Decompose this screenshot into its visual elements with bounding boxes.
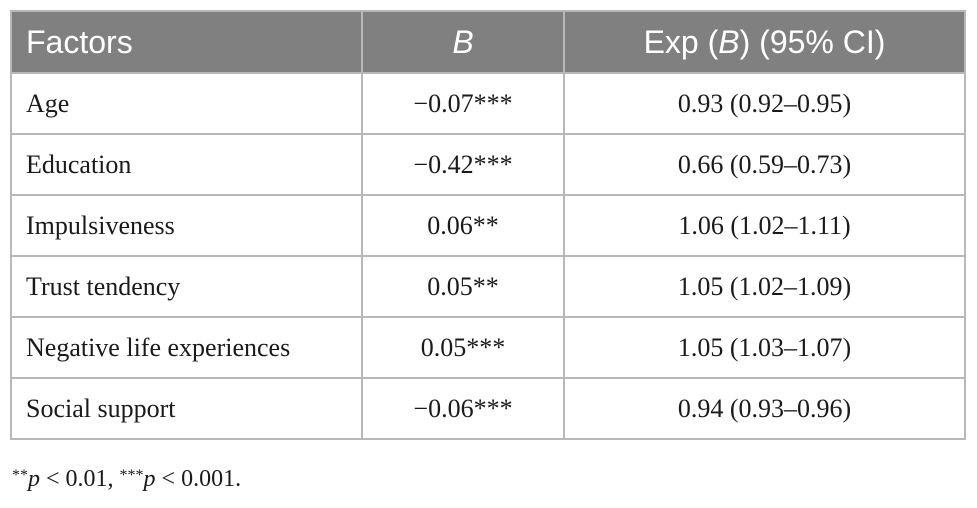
cell-exp: 0.94 (0.93–0.96) bbox=[563, 377, 966, 440]
cell-b: −0.07*** bbox=[361, 72, 565, 135]
results-table: Factors B Exp (B) (95% CI) Age −0.07*** … bbox=[10, 10, 966, 440]
cell-b: −0.42*** bbox=[361, 133, 565, 196]
header-b: B bbox=[361, 10, 565, 74]
table-row: Age −0.07*** 0.93 (0.92–0.95) bbox=[10, 72, 966, 135]
footnote-p-2: p bbox=[143, 466, 156, 492]
table-row: Negative life experiences 0.05*** 1.05 (… bbox=[10, 316, 966, 379]
table-header: Factors B Exp (B) (95% CI) bbox=[10, 10, 966, 74]
cell-factor: Trust tendency bbox=[10, 255, 363, 318]
header-exp-prefix: Exp ( bbox=[643, 23, 719, 60]
header-row: Factors B Exp (B) (95% CI) bbox=[10, 10, 966, 74]
cell-exp: 0.66 (0.59–0.73) bbox=[563, 133, 966, 196]
cell-factor: Social support bbox=[10, 377, 363, 440]
table-row: Education −0.42*** 0.66 (0.59–0.73) bbox=[10, 133, 966, 196]
footnote-cond-1: < 0.01, bbox=[40, 466, 120, 492]
cell-b: 0.05** bbox=[361, 255, 565, 318]
cell-factor: Age bbox=[10, 72, 363, 135]
footnote-cond-2: < 0.001. bbox=[155, 466, 242, 492]
cell-b: 0.06** bbox=[361, 194, 565, 257]
header-exp-suffix: ) (95% CI) bbox=[739, 23, 886, 60]
cell-b: 0.05*** bbox=[361, 316, 565, 379]
footnote-stars-1: ** bbox=[12, 467, 28, 484]
footnote-p-1: p bbox=[28, 466, 40, 492]
header-factors: Factors bbox=[10, 10, 363, 74]
footnote-stars-2: *** bbox=[119, 467, 144, 484]
cell-exp: 1.05 (1.02–1.09) bbox=[563, 255, 966, 318]
cell-exp: 1.05 (1.03–1.07) bbox=[563, 316, 966, 379]
cell-exp: 0.93 (0.92–0.95) bbox=[563, 72, 966, 135]
table-footnote: **p < 0.01, ***p < 0.001. bbox=[12, 466, 241, 493]
header-exp-b: Exp (B) (95% CI) bbox=[563, 10, 966, 74]
table-body: Age −0.07*** 0.93 (0.92–0.95) Education … bbox=[10, 72, 966, 440]
cell-exp: 1.06 (1.02–1.11) bbox=[563, 194, 966, 257]
cell-factor: Negative life experiences bbox=[10, 316, 363, 379]
cell-factor: Impulsiveness bbox=[10, 194, 363, 257]
table-row: Impulsiveness 0.06** 1.06 (1.02–1.11) bbox=[10, 194, 966, 257]
table-row: Trust tendency 0.05** 1.05 (1.02–1.09) bbox=[10, 255, 966, 318]
table-row: Social support −0.06*** 0.94 (0.93–0.96) bbox=[10, 377, 966, 440]
cell-b: −0.06*** bbox=[361, 377, 565, 440]
results-table-container: Factors B Exp (B) (95% CI) Age −0.07*** … bbox=[10, 10, 966, 440]
header-exp-b-italic: B bbox=[718, 23, 740, 60]
cell-factor: Education bbox=[10, 133, 363, 196]
